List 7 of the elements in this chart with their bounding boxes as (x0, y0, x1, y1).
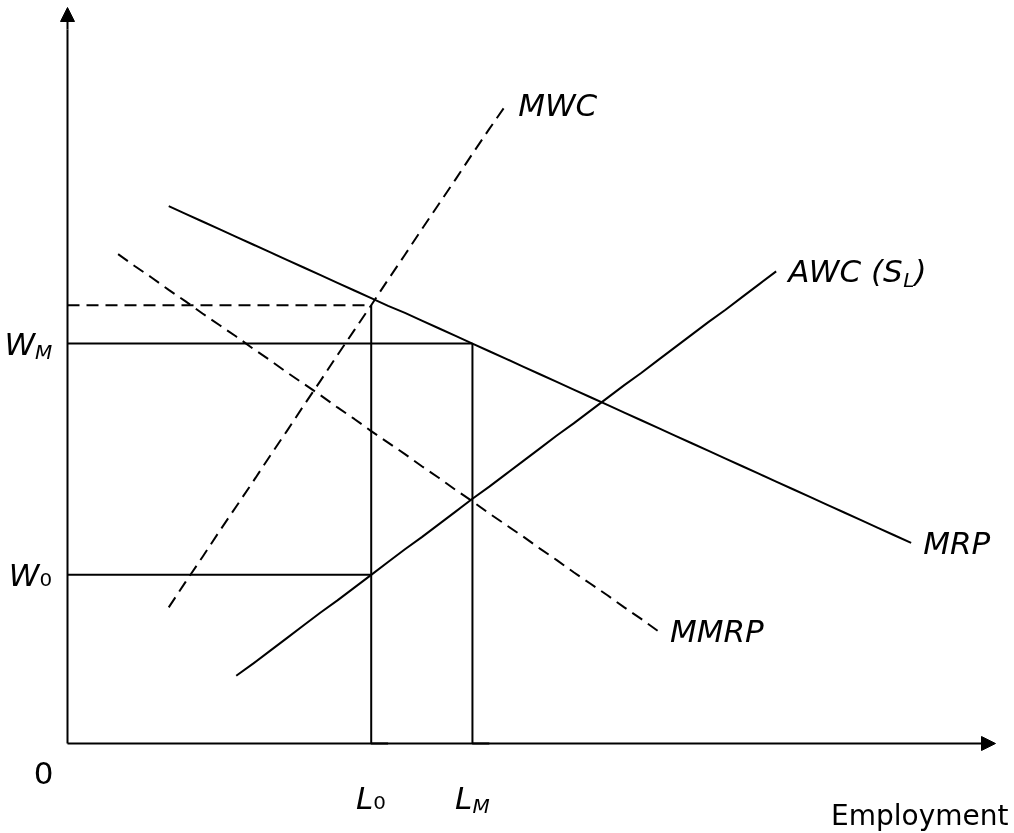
series-label: MRP (923, 524, 991, 561)
x-axis-title: Employment (831, 799, 1009, 832)
text: 0 (33, 754, 54, 791)
series-label: MMRP (670, 613, 765, 650)
series-label: MWC (518, 86, 598, 123)
x-tick-label: L₀ (356, 779, 386, 816)
series-label: W₀ (8, 556, 52, 593)
